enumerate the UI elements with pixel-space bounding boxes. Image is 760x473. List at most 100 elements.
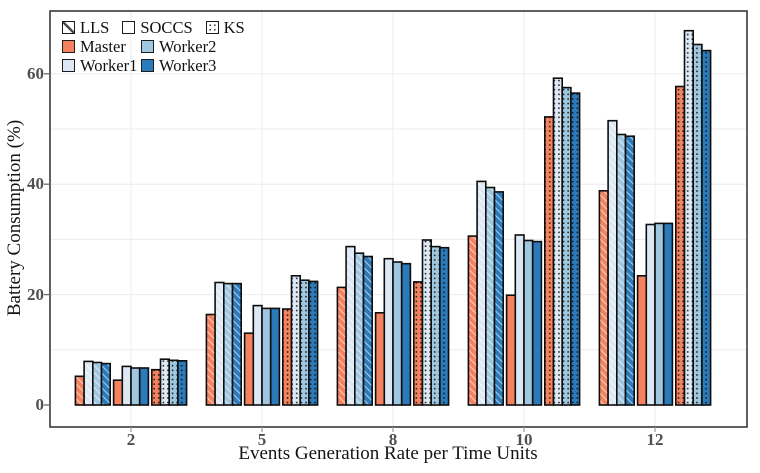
- legend-item-ks: KS: [205, 18, 245, 37]
- bar: [205, 313, 216, 406]
- bar: [345, 245, 356, 406]
- bar: [374, 311, 386, 406]
- bar: [383, 257, 394, 406]
- bar: [607, 119, 618, 406]
- bar: [531, 240, 543, 406]
- bar: [514, 234, 525, 406]
- bar: [552, 77, 563, 406]
- bar: [223, 282, 234, 406]
- bar: [74, 375, 85, 406]
- y-tick-label: 0: [35, 395, 45, 414]
- axis-ticks: [44, 73, 656, 432]
- bar: [299, 279, 310, 406]
- legend-label: SOCCS: [140, 18, 193, 37]
- bar: [261, 307, 272, 406]
- x-tick-label: 5: [257, 430, 267, 449]
- bar: [168, 359, 179, 406]
- bar: [484, 186, 496, 406]
- bar: [692, 43, 703, 406]
- bar: [543, 116, 555, 406]
- bar: [92, 361, 103, 406]
- y-tick-label: 20: [27, 284, 44, 304]
- bar: [269, 307, 281, 406]
- bar: [252, 304, 263, 406]
- bar: [662, 222, 674, 406]
- legend-label: Master: [80, 37, 126, 56]
- legend-item-worker3: Worker3: [141, 56, 245, 75]
- bar: [281, 308, 293, 406]
- bar: [308, 280, 319, 406]
- legend-item-worker2: Worker2: [141, 37, 245, 56]
- legend-item-worker1: Worker1: [62, 56, 141, 75]
- legend-item-soccs: SOCCS: [122, 18, 193, 37]
- bar: [130, 367, 141, 406]
- x-tick-label: 8: [388, 430, 398, 449]
- legend-label: Worker1: [80, 56, 138, 75]
- bar: [645, 223, 656, 406]
- bar: [467, 235, 478, 406]
- legend-label: LLS: [80, 18, 110, 37]
- bar: [177, 359, 188, 406]
- x-axis-title: Events Generation Rate per Time Units: [238, 443, 538, 464]
- bar: [598, 190, 609, 406]
- bars: [74, 29, 712, 406]
- y-tick-label: 40: [27, 174, 44, 194]
- bar: [421, 239, 432, 406]
- bar: [505, 294, 517, 406]
- bar: [561, 86, 572, 406]
- diagonal-hatch-swatch-icon: [62, 21, 75, 34]
- y-axis-title: Battery Consumption (%): [4, 119, 25, 317]
- y-tick-label: 60: [27, 63, 44, 83]
- color-swatch-icon: [141, 59, 154, 72]
- bar: [231, 282, 242, 406]
- bar: [353, 252, 365, 406]
- bar: [83, 360, 94, 406]
- bar: [674, 85, 686, 406]
- bar: [615, 133, 627, 406]
- bar: [624, 135, 635, 406]
- x-tick-label: 2: [126, 430, 136, 449]
- legend-label: KS: [223, 18, 245, 37]
- plot-frame: [49, 10, 748, 428]
- bar: [159, 358, 170, 406]
- bar: [243, 332, 255, 406]
- color-swatch-icon: [141, 40, 154, 53]
- bar: [121, 365, 132, 406]
- bar: [100, 362, 111, 406]
- bar: [654, 222, 665, 406]
- legend-pattern-row: LLS SOCCS KS: [62, 18, 245, 37]
- bar: [112, 379, 124, 406]
- color-swatch-icon: [62, 59, 75, 72]
- dots-swatch-icon: [205, 21, 219, 34]
- bar: [412, 281, 424, 406]
- bar: [683, 29, 694, 406]
- legend-item-master: Master: [62, 37, 141, 56]
- bar: [214, 281, 225, 406]
- bar: [636, 274, 648, 406]
- x-tick-label: 10: [515, 430, 533, 449]
- bar: [570, 92, 581, 406]
- bar: [439, 246, 450, 406]
- bar: [151, 368, 162, 406]
- bar: [701, 49, 712, 406]
- legend-label: Worker3: [159, 56, 217, 75]
- bar: [400, 262, 412, 406]
- bar: [430, 245, 441, 406]
- bar: [290, 274, 301, 406]
- x-tick-label: 12: [646, 430, 664, 449]
- bar: [336, 286, 347, 406]
- bar: [476, 180, 487, 406]
- bar: [523, 239, 534, 406]
- legend-label: Worker2: [159, 37, 217, 56]
- legend-item-lls: LLS: [62, 18, 109, 37]
- color-swatch-icon: [62, 40, 75, 53]
- solid-swatch-icon: [122, 21, 136, 34]
- bar: [493, 191, 504, 406]
- legend-color-grid: Master Worker2 Worker1 Worker3: [62, 37, 245, 75]
- bar: [362, 255, 373, 406]
- bar: [138, 367, 150, 406]
- legend: LLS SOCCS KS Master Worker2 Worker1 Worker3: [62, 18, 245, 75]
- bar: [392, 261, 403, 406]
